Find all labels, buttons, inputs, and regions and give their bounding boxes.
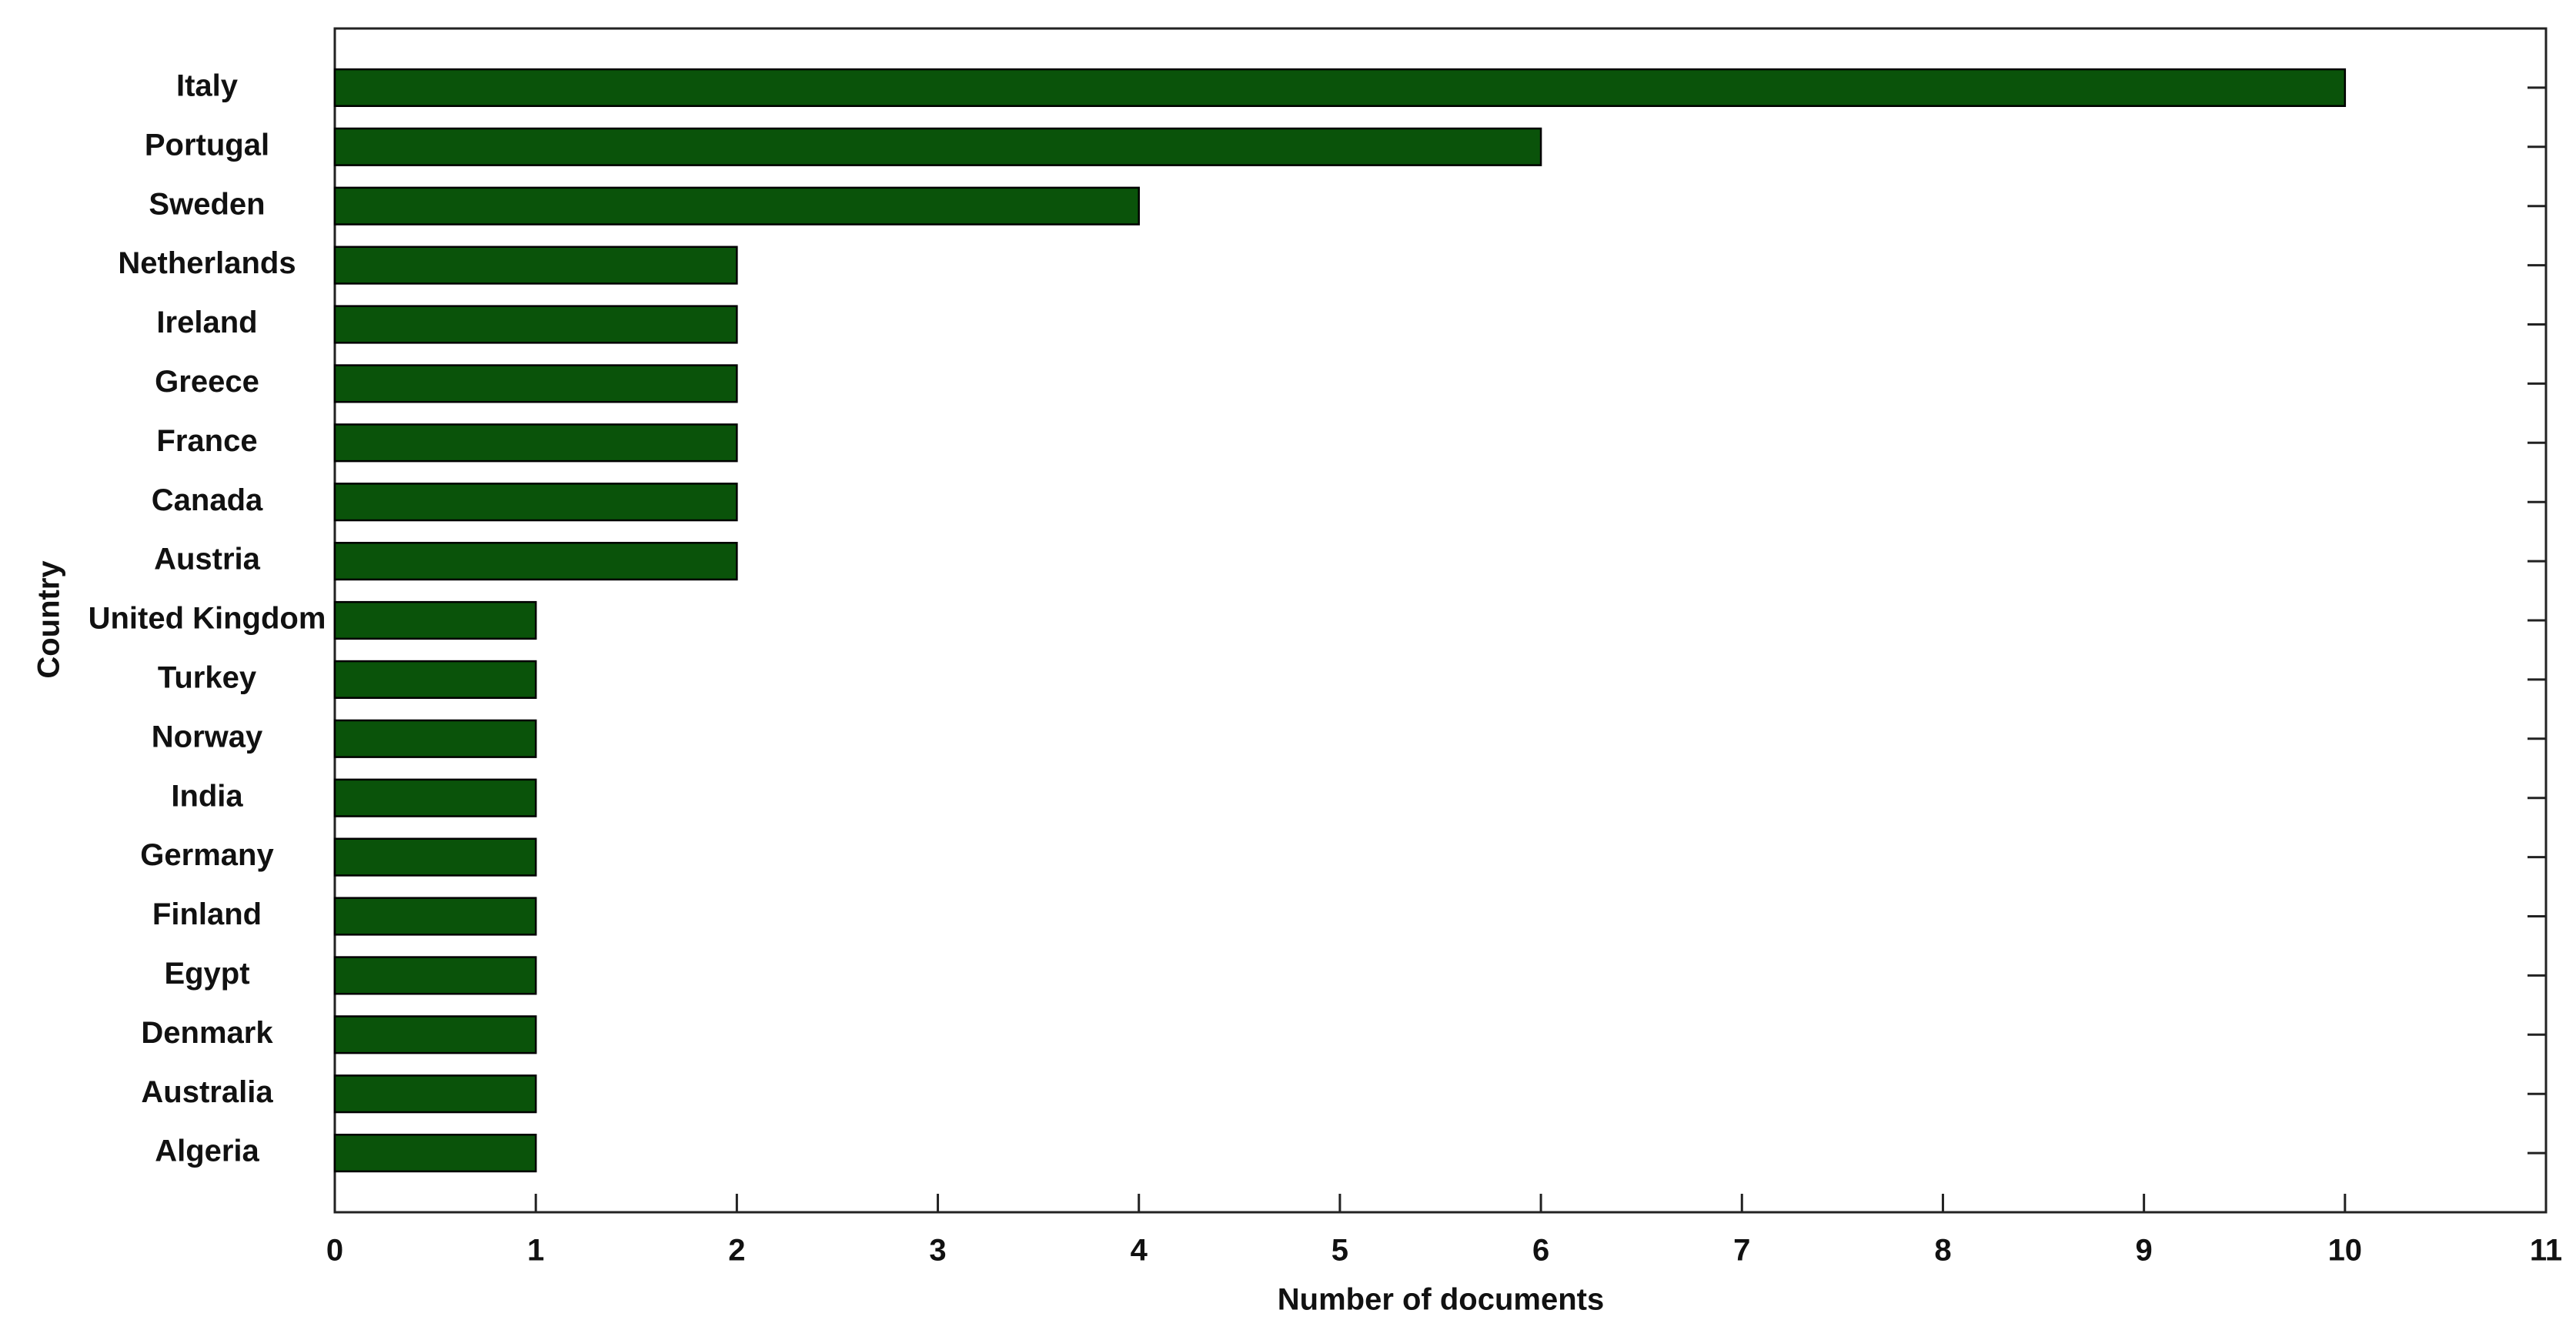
y-tick-label: Denmark: [141, 1016, 273, 1050]
y-tick-label: Austria: [154, 543, 261, 576]
bar: [333, 127, 1542, 166]
y-tick-label: Sweden: [149, 187, 265, 221]
y-tick-label: United Kingdom: [89, 602, 326, 636]
bar: [333, 897, 537, 936]
bar: [333, 186, 1140, 226]
x-tick-label: 1: [527, 1234, 544, 1268]
bar: [333, 423, 738, 463]
x-axis-label: Number of documents: [1278, 1283, 1604, 1317]
y-tick-label: Greece: [155, 365, 259, 399]
y-tick-label: Norway: [152, 720, 263, 754]
y-tick-label: Ireland: [156, 306, 257, 339]
bar: [333, 542, 738, 581]
x-tick-label: 7: [1733, 1234, 1750, 1268]
bar: [333, 956, 537, 995]
y-tick-label: Portugal: [145, 128, 269, 162]
x-tick-label: 6: [1532, 1234, 1549, 1268]
x-tick-label: 4: [1131, 1234, 1148, 1268]
x-tick-label: 11: [2530, 1234, 2562, 1268]
y-tick-label: France: [156, 424, 257, 458]
y-tick-label: India: [171, 779, 243, 813]
x-tick-label: 8: [1934, 1234, 1951, 1268]
y-tick-label: Canada: [152, 483, 263, 517]
y-tick-label: Algeria: [155, 1135, 259, 1168]
bar: [333, 660, 537, 699]
bar: [333, 68, 2347, 107]
bar: [333, 1134, 537, 1173]
bar: [333, 483, 738, 522]
bar: [333, 778, 537, 817]
bar: [333, 1074, 537, 1114]
bar: [333, 246, 738, 285]
x-tick-label: 9: [2136, 1234, 2153, 1268]
x-tick-label: 3: [929, 1234, 946, 1268]
y-tick-label: Finland: [152, 897, 262, 931]
y-tick-label: Germany: [140, 838, 274, 872]
bar: [333, 1015, 537, 1054]
y-tick-label: Egypt: [164, 957, 249, 991]
bar: [333, 305, 738, 344]
y-tick-label: Turkey: [158, 660, 257, 694]
x-tick-label: 2: [728, 1234, 745, 1268]
x-tick-label: 10: [2328, 1234, 2363, 1268]
y-axis-label: Country: [32, 560, 66, 679]
bar: [333, 364, 738, 403]
y-tick-label: Netherlands: [118, 246, 296, 280]
x-tick-label: 5: [1331, 1234, 1348, 1268]
bar: [333, 837, 537, 877]
y-tick-label: Australia: [141, 1075, 273, 1109]
y-tick-label: Italy: [176, 69, 239, 102]
bar: [333, 600, 537, 640]
bar: [333, 719, 537, 758]
x-tick-label: 0: [326, 1234, 343, 1268]
